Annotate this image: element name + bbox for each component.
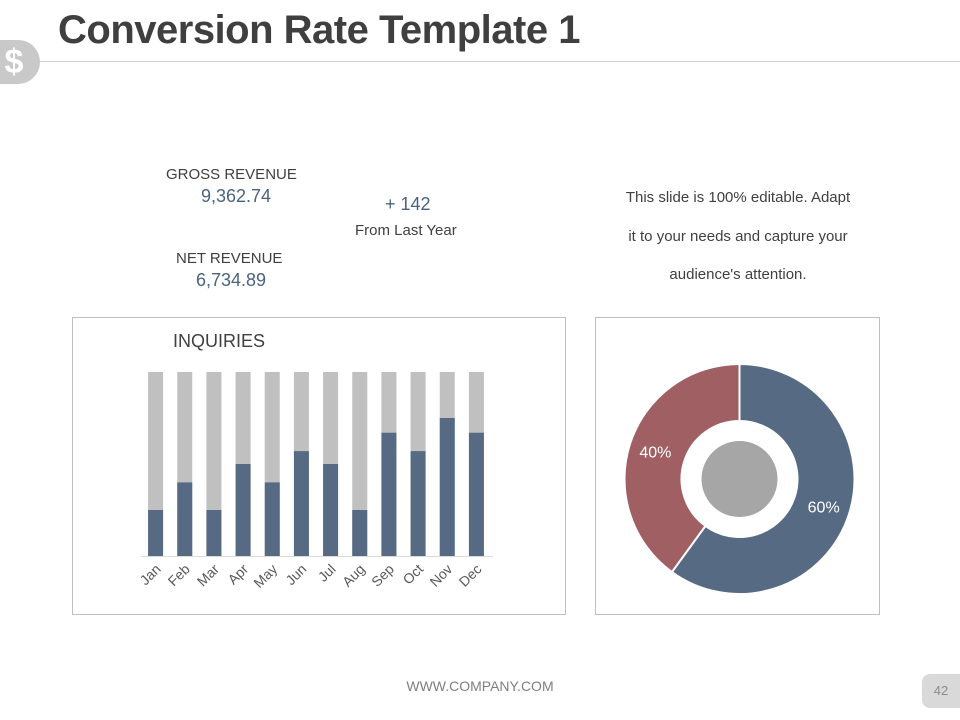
bar-jul	[323, 464, 339, 556]
donut-slice	[623, 362, 741, 574]
change-label: From Last Year	[355, 222, 457, 239]
page-number: 42	[922, 674, 960, 708]
donut-chart: 60% 40%	[623, 362, 856, 595]
x-tick-label: Aug	[339, 561, 368, 590]
net-revenue-value: 6,734.89	[196, 270, 267, 290]
donut-slice-label: 40%	[639, 445, 671, 462]
footer-website: WWW.COMPANY.COM	[406, 678, 554, 694]
bar-mar	[206, 510, 222, 556]
description-text: This slide is 100% editable. Adapt it to…	[606, 179, 870, 295]
net-revenue-label: NET REVENUE	[176, 250, 283, 267]
change-value: + 142	[385, 194, 431, 214]
x-tick-label: Nov	[426, 561, 455, 590]
x-tick-label: Jan	[136, 561, 163, 588]
x-tick-label: Apr	[224, 561, 251, 588]
title-divider	[40, 61, 960, 62]
bar-oct	[410, 451, 426, 556]
donut-slice-label: 60%	[808, 499, 840, 516]
x-tick-label: Jul	[315, 561, 339, 585]
description-line: audience's attention.	[669, 266, 807, 283]
description-line: it to your needs and capture your	[628, 227, 848, 245]
slide-title: Conversion Rate Template 1	[58, 8, 580, 52]
bar-dec	[468, 432, 484, 556]
inquiries-bar-chart: Jan Feb Mar Apr May Jun Jul Aug Sep Oct Nov Dec	[136, 372, 493, 591]
x-tick-label: Feb	[164, 561, 193, 590]
bar-apr	[235, 464, 251, 556]
donut-center	[701, 441, 778, 517]
x-tick-label: Jun	[282, 561, 309, 588]
bar-aug	[352, 510, 368, 556]
description-line: This slide is 100% editable. Adapt	[625, 189, 851, 206]
bar-jan	[148, 510, 164, 556]
bar-may	[264, 482, 280, 556]
bar-feb	[177, 482, 193, 556]
x-tick-label: May	[250, 561, 280, 591]
bar-sep	[381, 432, 397, 556]
bar-jun	[293, 451, 309, 556]
bar-nov	[439, 418, 455, 556]
inquiries-chart-panel: INQUIRIES Jan Feb Mar Apr May Jun Jul Aug Sep Oct…	[72, 317, 566, 615]
x-tick-label: Mar	[194, 561, 223, 590]
x-tick-label: Oct	[399, 561, 426, 588]
donut-slice	[670, 362, 856, 595]
chart-title: INQUIRIES	[173, 331, 266, 351]
dollar-icon: $	[4, 43, 24, 81]
donut-chart-panel: 60% 40%	[595, 317, 880, 615]
x-tick-label: Dec	[456, 561, 485, 590]
x-tick-label: Sep	[368, 561, 397, 590]
logo-badge: $	[0, 40, 40, 84]
gross-revenue-value: 9,362.74	[201, 186, 272, 206]
gross-revenue-label: GROSS REVENUE	[166, 166, 297, 183]
